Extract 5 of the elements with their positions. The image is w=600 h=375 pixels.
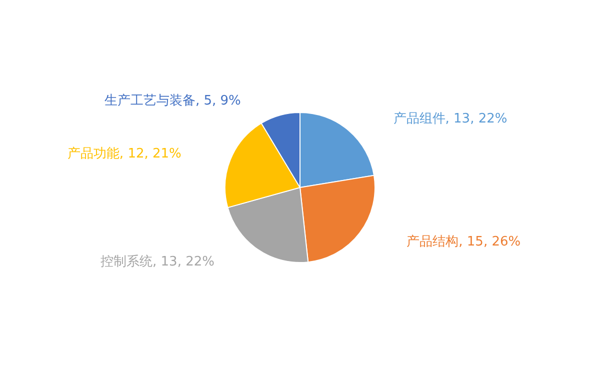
- slice-label: 产品功能, 12, 21%: [67, 146, 182, 162]
- slice-label: 控制系统, 13, 22%: [100, 254, 214, 270]
- slice-label: 产品组件, 13, 22%: [393, 111, 508, 126]
- slice-label: 生产工艺与装备, 5, 9%: [104, 93, 241, 108]
- slice-label: 产品结构, 15, 26%: [406, 234, 521, 250]
